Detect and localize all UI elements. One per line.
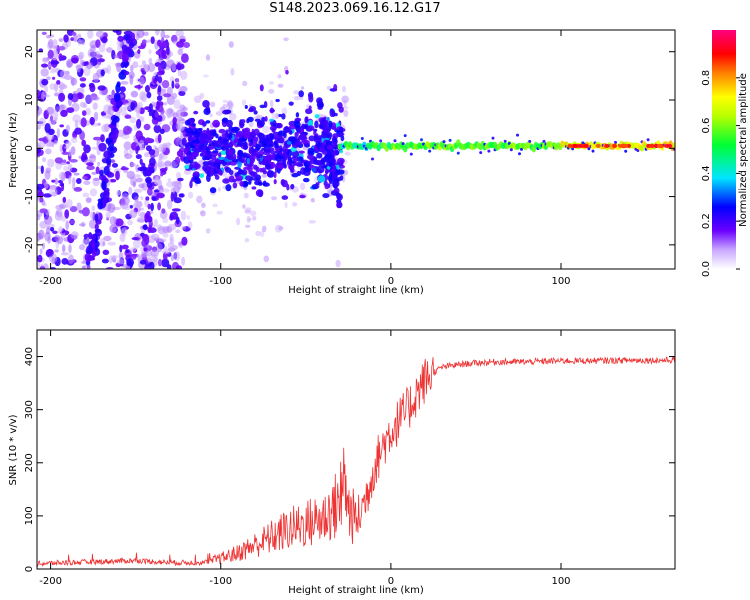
snr-x-tick-label: -100 <box>209 576 232 587</box>
snr-x-label: Height of straight line (km) <box>288 585 424 596</box>
spectrogram-y-tick-label: 10 <box>24 94 35 107</box>
snr-y-tick-label: 100 <box>24 506 35 525</box>
spectrogram-x-tick-label: -200 <box>39 276 62 287</box>
spectrogram-y-tick-label: -20 <box>24 237 35 253</box>
colorbar-tick-label: 0.2 <box>701 213 712 229</box>
snr-y-tick-label: 0 <box>24 566 35 572</box>
snr-y-label: SNR (10 * v/v) <box>8 414 19 485</box>
colorbar-gradient <box>712 30 736 269</box>
chart-title: S148.2023.069.16.12.G17 <box>269 1 441 16</box>
snr-y-tick-label: 400 <box>24 347 35 366</box>
spectrogram-y-label: Frequency (Hz) <box>8 112 19 188</box>
snr-x-tick-label: 0 <box>388 576 394 587</box>
colorbar: 0.0 0.2 0.4 0.6 0.8 Normalized spectral ampl… <box>701 30 749 277</box>
spectrogram-x-tick-label: 100 <box>551 276 570 287</box>
spectrogram-y-tick-label: 0 <box>24 145 35 151</box>
spectrogram-y-tick-label: 20 <box>24 45 35 58</box>
colorbar-label: Normalized spectral amplitude <box>738 73 749 227</box>
spectrogram-x-tick-label: -100 <box>209 276 232 287</box>
snr-frame <box>36 329 676 570</box>
spectrogram-y-tick-label: -10 <box>24 188 35 204</box>
snr-x-tick-label: -200 <box>39 576 62 587</box>
spectrogram-frame <box>36 29 676 270</box>
colorbar-tick-label: 0.8 <box>701 70 712 86</box>
spectrogram-heatmap <box>37 30 675 269</box>
snr-line <box>37 356 675 567</box>
colorbar-tick-label: 0.6 <box>701 118 712 134</box>
spectrogram-x-label: Height of straight line (km) <box>288 285 424 296</box>
spectrogram-x-tick-label: 0 <box>388 276 394 287</box>
colorbar-tick-label: 0.0 <box>701 261 712 277</box>
snr-y-tick-label: 200 <box>24 453 35 472</box>
colorbar-tick-label: 0.4 <box>701 165 712 181</box>
snr-y-tick-label: 300 <box>24 400 35 419</box>
snr-panel: -200 -100 0 100 0 100 200 300 400 Height of stra… <box>8 329 676 596</box>
snr-x-tick-label: 100 <box>551 576 570 587</box>
